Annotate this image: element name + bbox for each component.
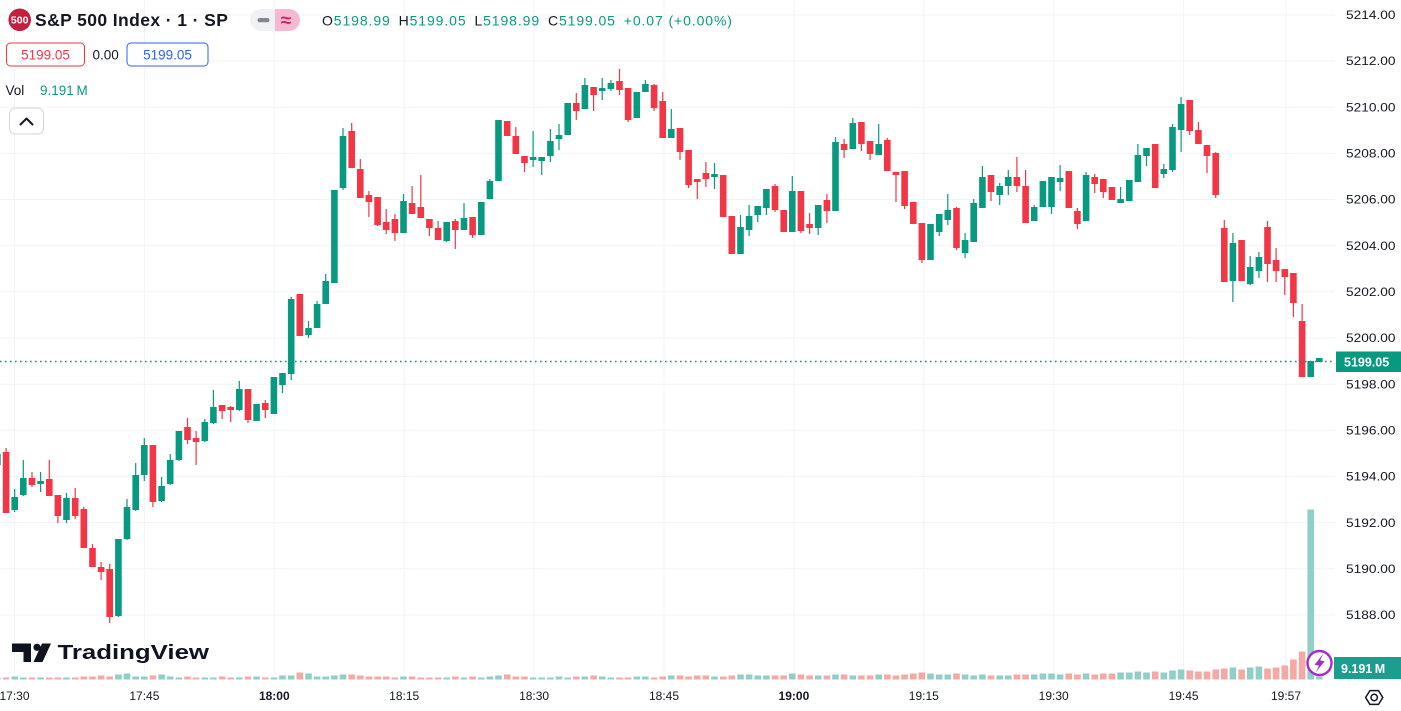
svg-text:≈: ≈ [281,11,292,32]
svg-text:5196.00: 5196.00 [1346,424,1396,438]
svg-text:5199.05: 5199.05 [1344,356,1389,370]
svg-text:18:30: 18:30 [519,689,549,703]
svg-text:9.191 M: 9.191 M [40,83,88,98]
svg-text:TradingView: TradingView [58,642,210,664]
svg-text:5200.00: 5200.00 [1346,331,1396,345]
svg-text:19:57: 19:57 [1271,689,1301,703]
svg-text:19:45: 19:45 [1169,689,1199,703]
svg-text:5199.05: 5199.05 [143,48,192,63]
svg-text:5194.00: 5194.00 [1346,470,1396,484]
svg-text:18:45: 18:45 [649,689,679,703]
svg-text:17:30: 17:30 [0,689,30,703]
svg-text:5202.00: 5202.00 [1346,285,1396,299]
svg-text:5212.00: 5212.00 [1346,54,1396,68]
svg-text:S&P 500 Index · 1 · SP: S&P 500 Index · 1 · SP [35,10,228,30]
svg-text:19:00: 19:00 [779,689,810,703]
svg-text:5188.00: 5188.00 [1346,608,1396,622]
svg-text:5198.00: 5198.00 [1346,377,1396,391]
svg-text:17:45: 17:45 [129,689,159,703]
svg-text:5192.00: 5192.00 [1346,516,1396,530]
svg-text:Vol: Vol [6,83,25,98]
svg-text:9.191 M: 9.191 M [1341,662,1385,676]
svg-text:19:30: 19:30 [1039,689,1069,703]
svg-text:500: 500 [11,15,29,27]
svg-text:5199.05: 5199.05 [21,48,70,63]
svg-text:5206.00: 5206.00 [1346,193,1396,207]
svg-text:5208.00: 5208.00 [1346,147,1396,161]
svg-text:O5198.99 H5199.05 L5198.99 C51: O5198.99 H5199.05 L5198.99 C5199.05 +0.0… [322,13,733,29]
svg-text:5214.00: 5214.00 [1346,8,1396,22]
svg-text:5190.00: 5190.00 [1346,562,1396,576]
svg-text:5204.00: 5204.00 [1346,239,1396,253]
svg-text:18:15: 18:15 [389,689,419,703]
svg-text:5210.00: 5210.00 [1346,100,1396,114]
svg-text:19:15: 19:15 [909,689,939,703]
svg-text:0.00: 0.00 [93,48,119,63]
svg-text:18:00: 18:00 [259,689,290,703]
